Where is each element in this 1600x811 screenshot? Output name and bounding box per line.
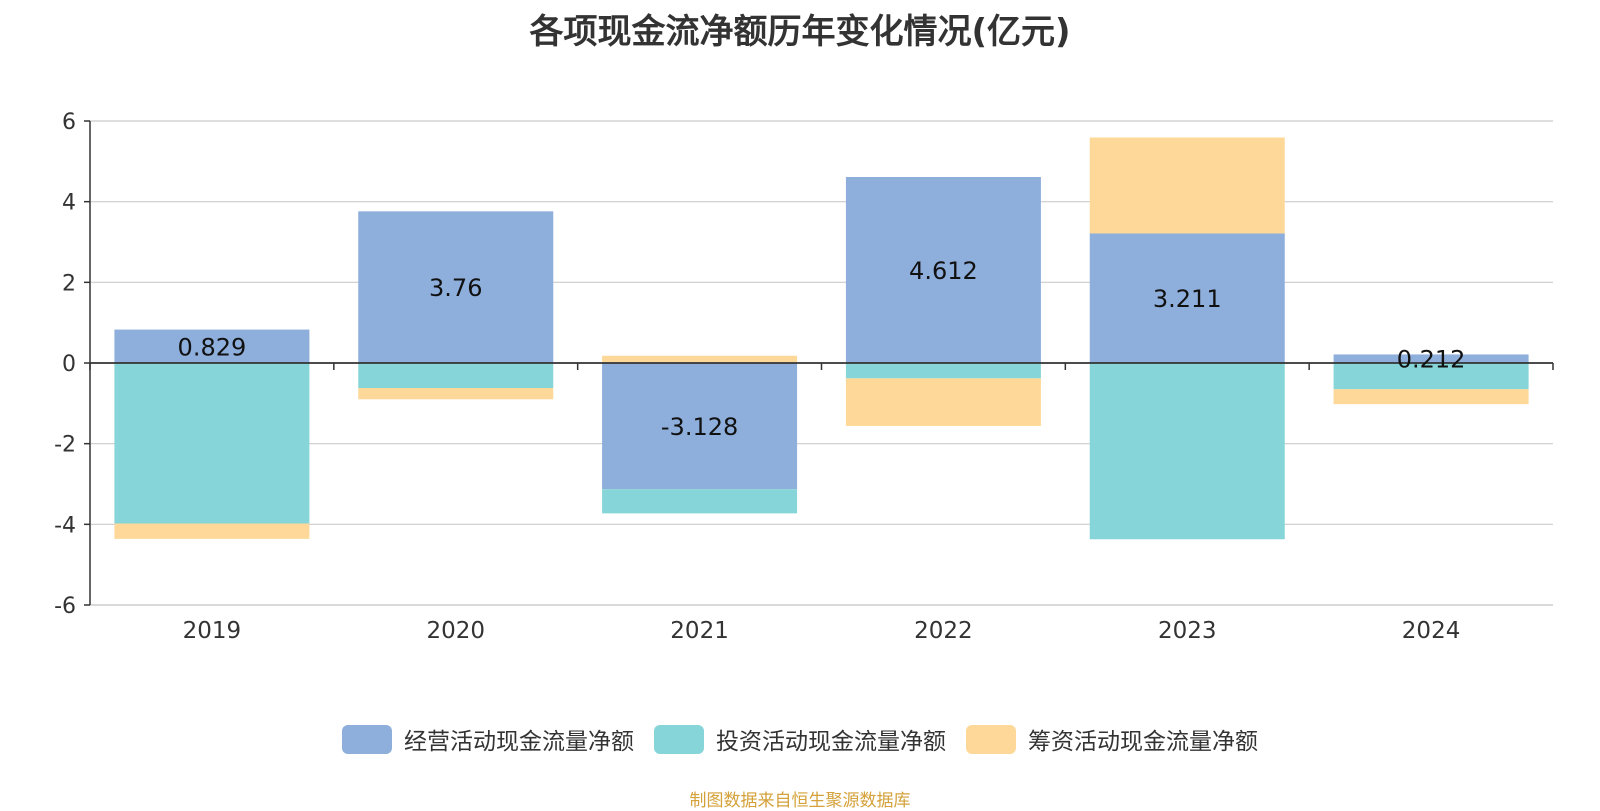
x-tick-label: 2023 [1158,618,1217,644]
x-tick-label: 2020 [426,618,485,644]
data-label: 0.829 [178,333,247,361]
data-label: 4.612 [909,257,978,285]
y-tick-label: 2 [62,271,76,296]
y-tick-label: 6 [62,110,76,135]
chart-title: 各项现金流净额历年变化情况(亿元) [529,12,1071,52]
legend-swatch-operating [342,724,392,754]
bar-2024-series-2[interactable] [1333,389,1529,405]
bar-2024-series-0[interactable] [1333,354,1529,363]
legend-label-investing: 投资活动现金流量净额 [716,729,946,755]
y-tick-label: 4 [62,191,76,216]
source-note: 制图数据来自恒生聚源数据库 [689,791,911,811]
legend-item-operating[interactable]: 经营活动现金流量净额 [342,722,634,756]
y-tick-label: -4 [54,513,76,538]
bar-2022-series-0[interactable] [845,176,1041,363]
data-label: 3.76 [429,274,482,302]
y-tick-label: -6 [54,594,76,619]
bar-2024-series-1[interactable] [1333,363,1529,390]
legend-item-financing[interactable]: 筹资活动现金流量净额 [966,722,1258,756]
bar-2019-series-0[interactable] [114,329,310,363]
data-label: -3.128 [661,413,738,441]
legend: 经营活动现金流量净额 投资活动现金流量净额 筹资活动现金流量净额 [0,722,1600,756]
legend-item-investing[interactable]: 投资活动现金流量净额 [654,722,946,756]
bar-2019-series-1[interactable] [114,363,310,524]
data-label: 3.211 [1153,285,1222,313]
bar-2020-series-1[interactable] [358,363,554,389]
bar-2023-series-0[interactable] [1089,233,1285,363]
bar-2023-series-2[interactable] [1089,137,1285,234]
bar-2021-series-0[interactable] [602,363,798,490]
y-tick-label: 0 [62,352,76,377]
bar-2022-series-2[interactable] [845,378,1041,426]
legend-swatch-investing [654,724,704,754]
x-tick-label: 2022 [914,618,973,644]
bar-2021-series-2[interactable] [602,355,798,363]
legend-swatch-financing [966,724,1016,754]
bar-2019-series-2[interactable] [114,523,310,539]
data-label: 0.212 [1397,346,1466,374]
bar-2021-series-1[interactable] [602,489,798,514]
y-tick-label: -2 [54,433,76,458]
bar-2020-series-2[interactable] [358,388,554,400]
bar-2023-series-1[interactable] [1089,363,1285,540]
legend-label-financing: 筹资活动现金流量净额 [1028,729,1258,755]
legend-label-operating: 经营活动现金流量净额 [404,729,634,755]
bar-2020-series-0[interactable] [358,211,554,363]
x-tick-label: 2024 [1402,618,1461,644]
bar-2022-series-1[interactable] [845,363,1041,379]
x-tick-label: 2021 [670,618,729,644]
x-tick-label: 2019 [183,618,242,644]
